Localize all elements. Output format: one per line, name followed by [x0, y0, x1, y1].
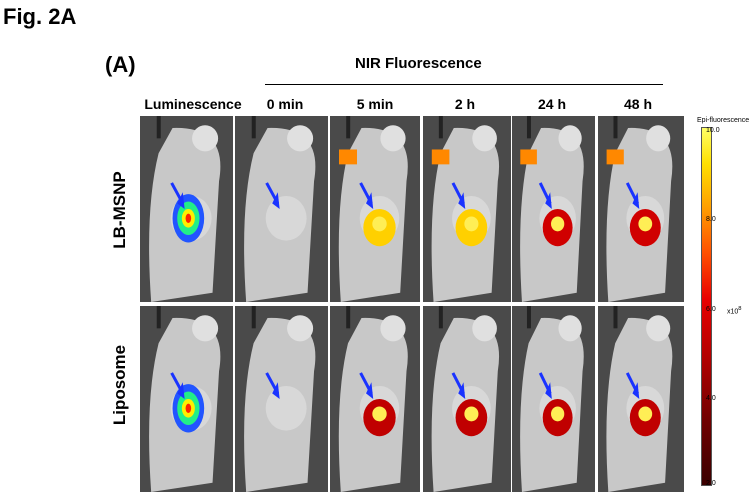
colorbar-exponent: x108	[727, 306, 742, 316]
colorbar-tick-6: 6.0	[706, 306, 716, 313]
column-header-0min: 0 min	[266, 96, 304, 112]
column-header-2h: 2 h	[454, 96, 476, 112]
colorbar-tick-8: 8.0	[706, 216, 716, 223]
column-header-24h: 24 h	[537, 96, 566, 112]
image-panel-lb-msnp-luminescence	[140, 116, 233, 302]
row-label-liposome: Liposome	[110, 344, 129, 426]
colorbar-title: Epi-fluorescence	[697, 117, 750, 124]
colorbar	[701, 127, 712, 486]
row-label-lb-msnp: LB-MSNP	[110, 171, 129, 249]
image-panel-lb-msnp-0min	[235, 116, 328, 302]
image-panel-lb-msnp-5min	[330, 116, 420, 302]
image-panel-liposome-5min	[330, 306, 420, 492]
column-header-48h: 48 h	[623, 96, 652, 112]
nir-header-rule	[265, 84, 663, 85]
image-panel-lb-msnp-2h	[423, 116, 511, 302]
image-panel-liposome-luminescence	[140, 306, 233, 492]
column-header-luminescence: Luminescence	[144, 96, 242, 112]
image-panel-lb-msnp-24h	[512, 116, 595, 302]
colorbar-tick-2: 2.0	[706, 480, 716, 487]
panel-label: (A)	[105, 52, 136, 77]
column-header-5min: 5 min	[356, 96, 394, 112]
image-panel-liposome-0min	[235, 306, 328, 492]
image-panel-liposome-48h	[598, 306, 684, 492]
image-panel-lb-msnp-48h	[598, 116, 684, 302]
colorbar-tick-10: 10.0	[706, 127, 720, 134]
colorbar-tick-4: 4.0	[706, 395, 716, 402]
nir-fluorescence-header: NIR Fluorescence	[355, 55, 482, 72]
image-panel-liposome-24h	[512, 306, 595, 492]
image-panel-liposome-2h	[423, 306, 511, 492]
figure-title: Fig. 2A	[3, 4, 77, 29]
